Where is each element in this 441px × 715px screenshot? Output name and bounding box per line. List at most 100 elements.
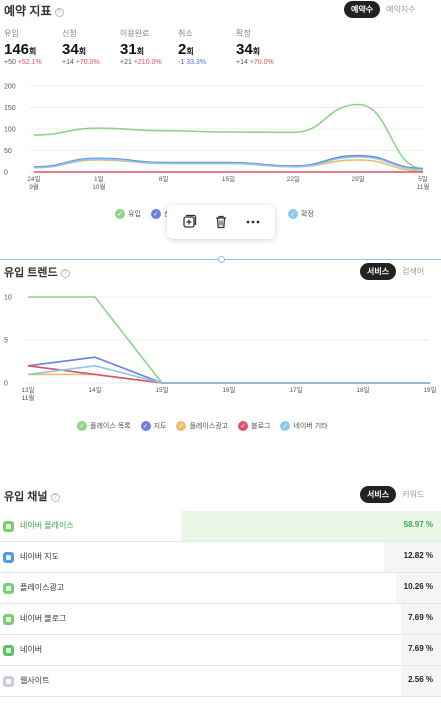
toggle-service[interactable]: 서비스	[360, 486, 397, 503]
channel-name: 웹사이트	[20, 676, 50, 685]
channel-row[interactable]: 웹사이트 2.56 %	[0, 666, 441, 697]
inflow-trend-title: 유입 트렌드?	[4, 264, 70, 280]
series-line[interactable]	[27, 356, 430, 384]
stat-unit: 회	[252, 47, 261, 56]
channel-share-bar	[401, 635, 441, 665]
channel-row[interactable]: 네이버 플레이스 58.97 %	[0, 511, 441, 542]
help-icon[interactable]: ?	[54, 8, 64, 17]
stat-cancel: 취소 2회 -1 33.3%	[178, 28, 236, 66]
legend-label: 유입	[128, 211, 141, 218]
channel-percent: 7.69 %	[408, 644, 433, 653]
check-icon: ✓	[176, 421, 187, 431]
channel-share-bar	[395, 573, 441, 603]
stat-change: -1 33.3%	[178, 59, 236, 66]
reservation-metric-toggle: 예약수 예약지수	[344, 1, 418, 18]
x-tick-label: 1일	[94, 174, 104, 183]
legend-label: 지도	[153, 423, 167, 430]
stat-number: 31	[120, 41, 137, 58]
channel-share-bar	[181, 511, 441, 541]
legend-label: 블로그	[251, 423, 271, 430]
check-icon: ✓	[150, 209, 161, 219]
channel-name: 네이버 블로그	[20, 614, 67, 623]
legend-item-blog[interactable]: ✓ 블로그	[238, 421, 270, 431]
map-icon	[3, 552, 14, 563]
channel-row[interactable]: 플레이스광고 10.26 %	[0, 573, 441, 604]
toggle-search-term[interactable]: 검색어	[402, 267, 425, 276]
stat-rate: 33.3%	[186, 59, 207, 66]
trash-icon[interactable]	[210, 211, 232, 233]
legend-label: 네이버 기타	[293, 423, 328, 430]
stat-confirmed: 확정 34회 +14 +70.0%	[236, 28, 294, 66]
stat-label: 이용완료	[120, 29, 150, 38]
x-tick-label: 11월	[417, 182, 430, 191]
series-line[interactable]	[33, 103, 424, 170]
y-tick-label: 50	[4, 148, 12, 155]
stat-rate: +70.0%	[75, 59, 100, 66]
blog-icon	[3, 614, 14, 625]
inflow-channel-toggle: 서비스 키워드	[360, 486, 426, 503]
check-icon: ✓	[115, 209, 125, 219]
legend-label: 플레이스 목록	[90, 423, 131, 430]
stat-delta: -1	[178, 59, 185, 66]
y-tick-label: 10	[4, 295, 12, 302]
channel-percent: 10.26 %	[403, 582, 433, 591]
legend-item-map[interactable]: ✓ 지도	[140, 421, 167, 431]
channel-name: 플레이스광고	[20, 583, 65, 592]
legend-item-place-ad[interactable]: ✓ 플레이스광고	[176, 421, 228, 431]
legend-item-confirmed[interactable]: ✓ 확정	[288, 209, 314, 219]
add-frame-icon[interactable]	[178, 211, 200, 233]
stat-inflow: 유입 146회 +50 +52.1%	[4, 28, 62, 66]
channel-row[interactable]: 네이버 지도 12.82 %	[0, 542, 441, 573]
stat-value: 2회	[178, 41, 236, 58]
help-icon[interactable]: ?	[50, 493, 60, 502]
channel-percent: 2.56 %	[408, 675, 433, 684]
website-icon	[3, 676, 14, 687]
naver-icon	[3, 645, 14, 656]
toggle-reservation-count[interactable]: 예약수	[344, 1, 381, 18]
stat-number: 34	[236, 41, 253, 58]
inflow-trend-legend: ✓ 플레이스 목록 ✓ 지도 ✓ 플레이스광고 ✓ 블로그 ✓ 네이버 기타	[77, 421, 338, 431]
stat-change: +50 +52.1%	[4, 59, 62, 66]
divider-handle[interactable]	[218, 256, 225, 263]
stats-row: 유입 146회 +50 +52.1% 신청 34회 +14 +70.0% 이용완…	[4, 28, 294, 66]
stat-number: 34	[62, 41, 79, 58]
legend-item-place-list[interactable]: ✓ 플레이스 목록	[77, 421, 131, 431]
check-icon: ✓	[288, 209, 298, 219]
stat-unit: 회	[186, 47, 194, 56]
series-line[interactable]	[33, 156, 424, 171]
legend-item-inflow[interactable]: ✓ 유입	[115, 209, 141, 219]
y-tick-label: 5	[4, 338, 8, 345]
help-icon[interactable]: ?	[60, 269, 70, 278]
stat-value: 34회	[62, 41, 120, 58]
more-icon[interactable]	[242, 211, 264, 233]
x-tick-label: 14일	[88, 385, 101, 394]
stat-request: 신청 34회 +14 +70.0%	[62, 28, 120, 66]
legend-item-naver-etc[interactable]: ✓ 네이버 기타	[280, 421, 328, 431]
y-tick-label: 0	[4, 381, 8, 388]
x-tick-label: 9월	[29, 182, 39, 191]
x-tick-label: 24일	[27, 174, 40, 183]
channel-name: 네이버 플레이스	[20, 521, 74, 530]
channel-share-bar	[384, 542, 441, 572]
toggle-keyword[interactable]: 키워드	[402, 490, 425, 499]
stat-delta: +21	[120, 59, 132, 66]
stat-value: 31회	[120, 41, 178, 58]
stat-unit: 회	[29, 47, 37, 56]
toggle-service[interactable]: 서비스	[360, 263, 397, 280]
y-tick-label: 150	[4, 105, 16, 112]
toggle-reservation-index[interactable]: 예약지수	[386, 5, 416, 14]
channel-row[interactable]: 네이버 블로그 7.69 %	[0, 604, 441, 635]
check-icon: ✓	[140, 421, 151, 431]
channel-row[interactable]: 네이버 7.69 %	[0, 635, 441, 666]
stat-number: 2	[178, 41, 187, 58]
ad-icon	[3, 583, 14, 594]
channel-percent: 12.82 %	[403, 551, 433, 560]
x-tick-label: 10월	[92, 182, 105, 191]
stat-change: +14 +70.0%	[236, 59, 294, 66]
check-icon: ✓	[77, 421, 87, 431]
series-line[interactable]	[28, 373, 430, 384]
series-line[interactable]	[33, 159, 424, 172]
legend-label: 확정	[301, 211, 314, 218]
channel-share-bar	[401, 604, 441, 634]
